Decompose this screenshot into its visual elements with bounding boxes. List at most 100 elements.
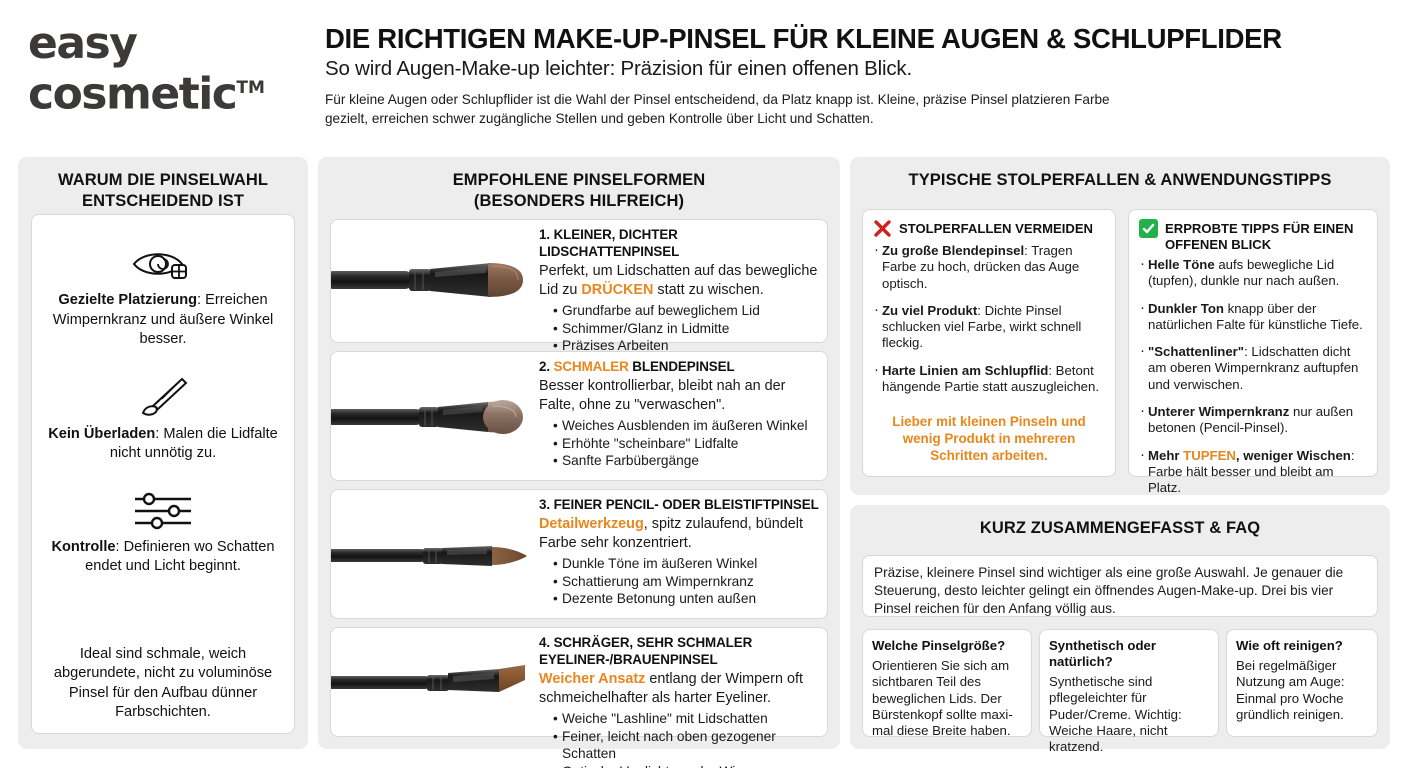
brush-bullets-3: Dunkle Töne im äußeren Winkel Schattieru… — [539, 555, 819, 608]
reason-bold-no-overload: Kein Überladen — [48, 425, 156, 442]
left-panel-title-line2: ENTSCHEIDEND IST — [81, 192, 245, 210]
pitfall-bold-0: Zu große Blendepinsel — [882, 243, 1025, 258]
brand-logo: easy cosmeticTM — [28, 22, 308, 117]
brush-bullets-2: Weiches Ausblenden im äußeren Winkel Erh… — [539, 417, 819, 470]
list-item: Unterer Wimpernkranz nur außen betonen (… — [1139, 403, 1367, 437]
list-item: Feiner, leicht nach oben gezogener Schat… — [553, 728, 819, 763]
green-check-icon — [1139, 219, 1158, 238]
faq-card-brush-size[interactable]: Welche Pinselgröße? Orientieren Sie sich… — [862, 629, 1032, 739]
brush-title-4-line2: EYELINER-/BRAUENPINSEL — [539, 652, 718, 667]
tip-bold-0: Helle Töne — [1148, 257, 1215, 272]
brush-title-2-pre: 2. — [539, 359, 554, 374]
brush-desc-1: Perfekt, um Lidschatten auf das beweglic… — [539, 262, 819, 299]
pitfall-rest-0: : Tragen Farbe zu hoch, drücken das Auge… — [882, 243, 1080, 291]
faq-question-1: Synthetisch oder natürlich? — [1049, 638, 1156, 669]
header: easy cosmeticTM DIE RICHTIGEN MAKE-UP-PI… — [0, 0, 1408, 148]
angled-eyeliner-brush-image — [331, 628, 537, 736]
list-item: Dunkle Töne im äußeren Winkel — [553, 555, 819, 573]
brush-card-2[interactable]: 2. SCHMALER BLENDEPINSEL Besser kontroll… — [330, 351, 828, 481]
tip-bold-3: Unterer Wimpernkranz — [1148, 404, 1290, 420]
list-item: Helle Töne aufs bewegliche Lid (tupfen),… — [1139, 256, 1367, 290]
pitfall-rest-1: : Dichte Pinsel schlucken viel Farbe, wi… — [882, 302, 1082, 351]
eye-target-icon — [46, 241, 280, 287]
pitfall-bold-2: Harte Linien am Schlupflid — [882, 362, 1049, 378]
panel-pitfalls-and-tips: TYPISCHE STOLPERFALLEN & ANWENDUNGSTIPPS… — [850, 157, 1390, 495]
pitfall-rest-2: : Betont hängende Partie statt auszuglei… — [882, 362, 1100, 395]
red-x-icon — [873, 219, 892, 238]
brand-line-1: easy — [28, 18, 138, 69]
tip-rest-1: knapp über der natürlichen Falte für kün… — [1148, 300, 1363, 332]
header-text-block: DIE RICHTIGEN MAKE-UP-PINSEL FÜR KLEINE … — [325, 24, 1390, 128]
panel-why-brush-choice: WARUM DIE PINSELWAHL ENTSCHEIDEND IST Ge… — [18, 157, 308, 749]
faq-card-synthetic-natural[interactable]: Synthetisch oder natürlich? Synthetische… — [1039, 629, 1219, 754]
tip-bold-4: Mehr TUPFEN, weniger Wischen — [1148, 448, 1351, 463]
proven-heading-row: ERPROBTE TIPPS FÜR EINEN OFFENEN BLICK — [1139, 219, 1367, 252]
brush-desc-4-post: entlang der Wimpern oft schmeichelhafter… — [539, 671, 803, 706]
panel-faq: KURZ ZUSAMMENGEFASST & FAQ Präzise, klei… — [850, 505, 1390, 754]
list-item: Grundfarbe auf beweglichem Lid — [553, 302, 819, 320]
list-item: Dunkler Ton knapp über der natürlichen F… — [1139, 300, 1367, 334]
pitfalls-list: Zu große Blendepinsel: Tragen Farbe zu h… — [873, 242, 1105, 396]
tip-rest-3: nur außen betonen (Pencil-Pinsel). — [1148, 404, 1354, 436]
brush-title-2-highlight: SCHMALER — [553, 359, 629, 374]
proven-tips-list: Helle Töne aufs bewegliche Lid (tupfen),… — [1139, 256, 1367, 497]
brush-info-1: 1. KLEINER, DICHTER LIDSCHATTENPINSEL Pe… — [537, 220, 827, 354]
brush-bullets-1: Grundfarbe auf beweglichem Lid Schimmer/… — [539, 302, 819, 355]
left-content-card: Gezielte Platzierung: Erreichen Wimpernk… — [31, 214, 295, 734]
paint-brush-icon — [46, 375, 280, 421]
list-item: Schimmer/Glanz in Lidmitte — [553, 320, 819, 338]
faq-card-cleaning[interactable]: Wie oft reinigen? Bei regelmäßiger Nutzu… — [1226, 629, 1378, 737]
faq-summary-card: Präzise, kleinere Pinsel sind wichtiger … — [862, 555, 1378, 617]
reason-rest-placement: : Erreichen Wimpernkranz und äußere Wink… — [52, 292, 274, 347]
proven-heading-line2: OFFENEN BLICK — [1165, 236, 1272, 252]
brush-title-2-post: BLENDEPINSEL — [628, 359, 735, 374]
left-panel-title: WARUM DIE PINSELWAHL ENTSCHEIDEND IST — [18, 157, 308, 221]
brush-title-4: 4. SCHRÄGER, SEHR SCHMALER EYELINER-/BRA… — [539, 634, 819, 668]
eyeshadow-brush-dense-image — [331, 220, 537, 342]
mid-panel-title-line2: (BESONDERS HILFREICH) — [473, 192, 685, 210]
mid-panel-title: EMPFOHLENE PINSELFORMEN (BESONDERS HILFR… — [318, 157, 840, 221]
tip-rest-2: : Lidschatten dicht am oberen Wimpernkra… — [1148, 344, 1359, 392]
proven-heading: ERPROBTE TIPPS FÜR EINEN OFFENEN BLICK — [1165, 219, 1353, 252]
faq-question-0: Welche Pinselgröße? — [872, 638, 1006, 653]
mid-panel-title-line1: EMPFOHLENE PINSELFORMEN — [452, 171, 706, 189]
card-proven-tips: ERPROBTE TIPPS FÜR EINEN OFFENEN BLICK H… — [1128, 209, 1378, 495]
brush-desc-3-highlight: Detailwerkzeug — [539, 516, 644, 532]
brand-line-2-text: cosmetic — [28, 68, 238, 120]
page-intro: Für kleine Augen oder Schlupflider ist d… — [325, 92, 1110, 126]
tip-bold-4-highlight: TUPFEN — [1183, 447, 1236, 463]
sliders-icon — [46, 488, 280, 534]
list-item: Harte Linien am Schlupflid: Betont hänge… — [873, 362, 1105, 396]
tip-bold-4-pre: Mehr — [1148, 447, 1184, 463]
reason-block-no-overload: Kein Überladen: Malen die Lidfalte nicht… — [46, 375, 280, 464]
brush-title-2: 2. SCHMALER BLENDEPINSEL — [539, 358, 819, 375]
brush-desc-1-pre: Perfekt, um Lidschatten auf das beweglic… — [539, 263, 818, 298]
brush-info-3: 3. FEINER PENCIL- ODER BLEISTIFTPINSEL D… — [537, 490, 827, 618]
list-item: Weiche "Lashline" mit Lidschatten — [553, 710, 819, 728]
brush-desc-1-highlight: DRÜCKEN — [581, 281, 654, 298]
reason-rest-no-overload: : Malen die Lidfalte nicht unnötig zu. — [109, 425, 278, 462]
list-item: Optische Verdichtung der Wimpern — [553, 763, 819, 768]
brush-card-4[interactable]: 4. SCHRÄGER, SEHR SCHMALER EYELINER-/BRA… — [330, 627, 828, 768]
reason-rest-control: : Definieren wo Schatten endet und Licht… — [85, 538, 275, 575]
pitfall-bold-1: Zu viel Produkt — [882, 302, 978, 318]
brush-title-3: 3. FEINER PENCIL- ODER BLEISTIFTPINSEL — [539, 497, 819, 512]
left-panel-footer: Ideal sind schmale, weich abgerundete, n… — [53, 645, 273, 721]
left-panel-title-line1: WARUM DIE PINSELWAHL — [57, 171, 269, 189]
list-item: Schattierung am Wimpernkranz — [553, 573, 819, 591]
brush-info-2: 2. SCHMALER BLENDEPINSEL Besser kontroll… — [537, 352, 827, 480]
brush-desc-1-post: statt zu wischen. — [653, 281, 764, 298]
faq-question-2: Wie oft reinigen? — [1236, 638, 1343, 653]
faq-answer-1: Synthetische sind pflegeleichter für Pud… — [1049, 674, 1182, 755]
brush-title-4-line1: 4. SCHRÄGER, SEHR SCHMALER — [539, 635, 753, 650]
list-item: Sanfte Farbübergänge — [553, 452, 819, 470]
card-avoid-pitfalls: STOLPERFALLEN VERMEIDEN Zu große Blendep… — [862, 209, 1116, 477]
brush-card-3[interactable]: 3. FEINER PENCIL- ODER BLEISTIFTPINSEL D… — [330, 489, 828, 619]
brush-card-1[interactable]: 1. KLEINER, DICHTER LIDSCHATTENPINSEL Pe… — [330, 219, 828, 354]
brush-desc-4: Weicher Ansatz entlang der Wimpern oft s… — [539, 670, 819, 707]
faq-answer-0: Orientieren Sie sich am sichtbaren Teil … — [872, 658, 1013, 739]
reason-text-control: Kontrolle: Definieren wo Schatten endet … — [46, 538, 280, 577]
brush-desc-4-highlight: Weicher Ansatz — [539, 671, 646, 687]
pencil-brush-fine-image — [331, 490, 537, 618]
